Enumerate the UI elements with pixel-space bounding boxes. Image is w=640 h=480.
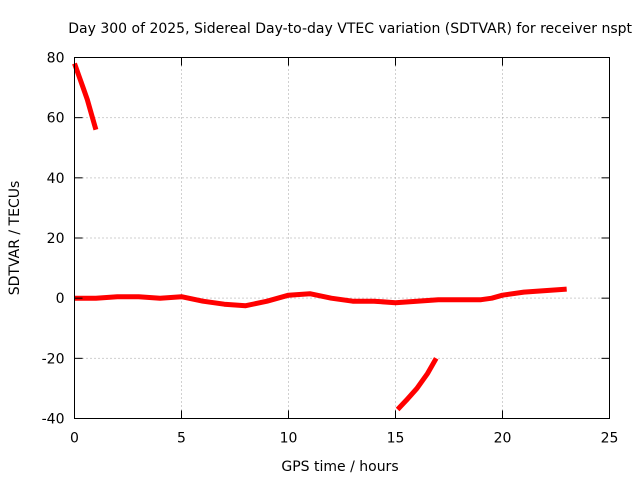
y-tick-label: 0 (56, 291, 65, 307)
series-arc-1 (72, 62, 99, 131)
y-tick-label: -40 (42, 412, 65, 428)
x-tick-label: 15 (387, 431, 405, 447)
y-tick-labels: -40 -20 0 20 40 60 80 (42, 51, 65, 428)
chart-title: Day 300 of 2025, Sidereal Day-to-day VTE… (68, 21, 632, 37)
data-series (72, 62, 567, 412)
series-arc-2 (74, 286, 567, 309)
y-tick-label: 80 (47, 51, 65, 67)
y-tick-label: 20 (47, 231, 65, 247)
axis-ticks (74, 57, 610, 419)
y-tick-label: 60 (47, 111, 65, 127)
x-tick-label: 10 (280, 431, 298, 447)
y-axis-label: SDTVAR / TECUs (7, 181, 23, 296)
x-tick-label: 20 (494, 431, 512, 447)
x-tick-label: 5 (177, 431, 186, 447)
x-tick-label: 25 (601, 431, 619, 447)
series-arc-3 (395, 357, 439, 412)
x-axis-label: GPS time / hours (281, 459, 398, 475)
x-tick-labels: 0 5 10 15 20 25 (70, 431, 618, 447)
y-tick-label: -20 (42, 351, 65, 367)
x-tick-label: 0 (70, 431, 79, 447)
y-tick-label: 40 (47, 171, 65, 187)
grid-lines (74, 57, 610, 419)
